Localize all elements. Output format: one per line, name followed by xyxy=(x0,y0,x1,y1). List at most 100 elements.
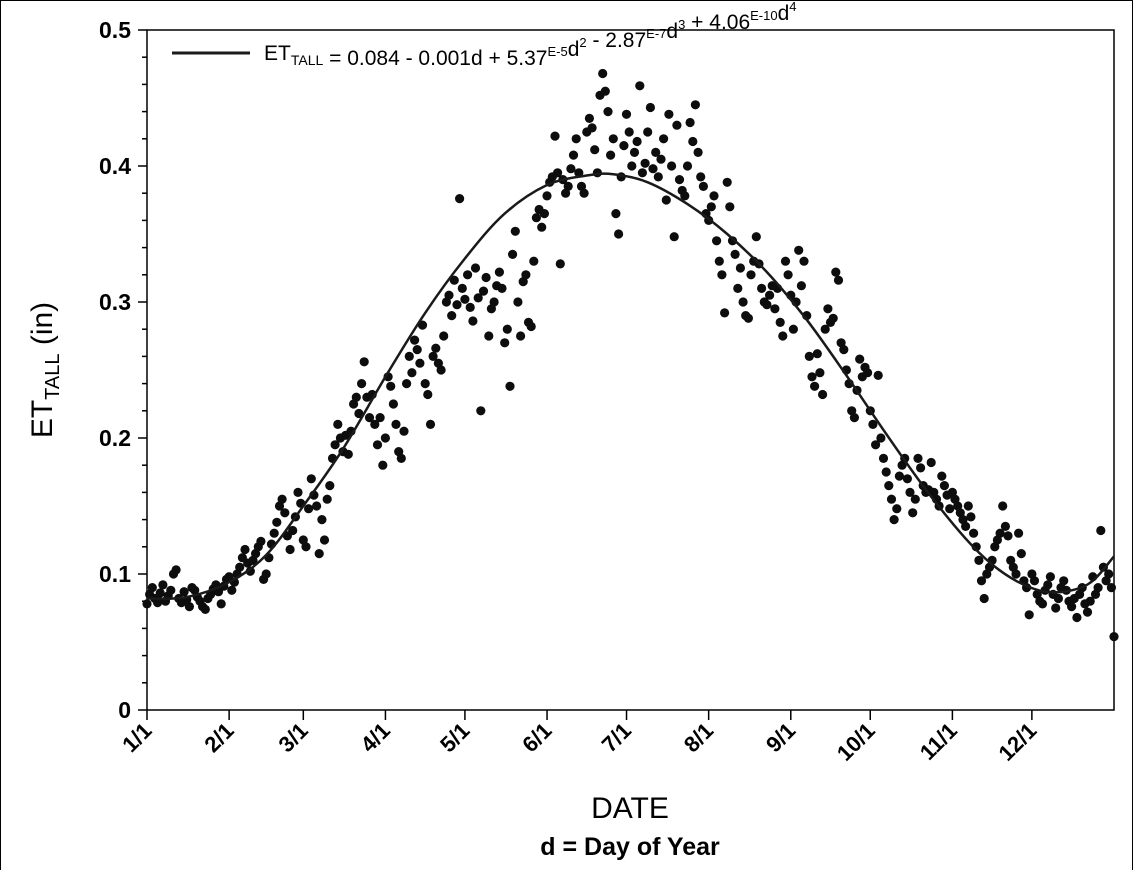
data-point xyxy=(780,256,791,266)
x-tick-label: 6/1 xyxy=(517,718,556,757)
data-point xyxy=(656,154,666,164)
data-point xyxy=(998,501,1008,511)
x-axis: 1/1 2/1 3/1 4/1 5/1 6/1 7/1 8/1 9/1 10/1 11/1 12/1 xyxy=(117,710,1041,766)
data-point xyxy=(494,267,504,277)
y-tick-label: 0.1 xyxy=(99,561,131,587)
data-point xyxy=(505,381,515,391)
data-point xyxy=(661,195,671,205)
y-label-sub: TALL xyxy=(42,354,64,400)
data-point xyxy=(635,81,645,91)
data-point xyxy=(892,504,902,514)
x-axis-sublabel: d = Day of Year xyxy=(540,833,720,861)
data-point xyxy=(447,311,457,321)
data-point xyxy=(669,232,679,242)
data-point xyxy=(643,127,653,137)
data-point xyxy=(1029,576,1040,586)
data-point xyxy=(288,525,298,536)
data-point xyxy=(637,168,648,178)
data-point xyxy=(579,188,589,198)
data-point xyxy=(1016,549,1026,559)
data-point xyxy=(516,331,526,341)
x-tick-label: 4/1 xyxy=(356,718,395,757)
data-point xyxy=(833,275,844,285)
data-point xyxy=(147,583,157,593)
data-point xyxy=(645,102,656,113)
data-point xyxy=(436,365,446,375)
data-point xyxy=(651,147,661,157)
data-point xyxy=(227,585,237,595)
data-point xyxy=(878,453,889,463)
data-point xyxy=(269,528,279,538)
data-point xyxy=(916,463,926,473)
data-point xyxy=(796,281,807,291)
data-point xyxy=(473,293,483,303)
legend-text-part: TALL xyxy=(291,52,324,68)
data-point xyxy=(902,474,913,484)
data-point xyxy=(500,338,510,348)
data-point xyxy=(828,313,838,323)
data-point xyxy=(881,467,891,477)
data-point xyxy=(976,576,987,586)
data-point xyxy=(465,302,475,312)
data-point xyxy=(325,481,335,491)
data-point xyxy=(513,297,523,307)
data-point xyxy=(682,161,693,171)
data-point xyxy=(648,164,658,174)
data-point xyxy=(717,270,727,280)
data-point xyxy=(1109,632,1119,642)
data-point xyxy=(402,379,412,389)
data-point xyxy=(317,515,327,525)
data-point xyxy=(415,358,425,368)
data-point xyxy=(1037,599,1048,609)
data-point xyxy=(1051,603,1061,613)
data-point xyxy=(460,294,470,304)
data-point xyxy=(629,147,640,157)
data-point xyxy=(142,599,152,609)
data-point xyxy=(680,191,690,201)
data-point xyxy=(420,379,430,389)
data-point xyxy=(428,351,438,361)
data-point xyxy=(913,453,923,463)
data-point xyxy=(380,433,390,443)
data-point xyxy=(468,316,478,326)
data-point xyxy=(884,481,894,491)
data-point xyxy=(1003,531,1013,541)
data-point xyxy=(1072,612,1082,623)
data-point xyxy=(815,368,825,378)
x-tick-label: 11/1 xyxy=(915,718,962,765)
data-point xyxy=(905,487,915,497)
data-point xyxy=(727,236,738,246)
data-point xyxy=(849,413,860,423)
data-point xyxy=(507,249,518,259)
data-point xyxy=(603,107,613,117)
x-tick-label: 12/1 xyxy=(993,718,1041,766)
legend-text-part: E-10 xyxy=(750,8,777,23)
data-point xyxy=(304,504,314,514)
data-point xyxy=(301,542,311,552)
data-point xyxy=(1082,607,1093,617)
data-point xyxy=(587,123,597,133)
data-point xyxy=(240,544,250,555)
data-point xyxy=(354,408,364,419)
data-point xyxy=(1106,583,1116,593)
data-point xyxy=(521,270,531,280)
y-tick-label: 0.2 xyxy=(99,425,131,451)
y-tick-label: 0.4 xyxy=(99,153,131,179)
data-point xyxy=(449,275,459,285)
data-point xyxy=(664,109,674,119)
data-point xyxy=(245,566,255,576)
data-point xyxy=(685,117,695,128)
data-point xyxy=(714,256,724,266)
data-point xyxy=(396,453,406,463)
data-point xyxy=(351,392,361,402)
data-point xyxy=(166,585,176,595)
data-point xyxy=(372,440,383,450)
data-point xyxy=(452,300,462,310)
data-point xyxy=(431,343,441,353)
data-point xyxy=(746,270,756,280)
data-point xyxy=(566,164,576,174)
data-point xyxy=(1059,576,1069,586)
data-point xyxy=(812,349,822,359)
data-point xyxy=(619,141,629,151)
data-point xyxy=(868,419,878,429)
